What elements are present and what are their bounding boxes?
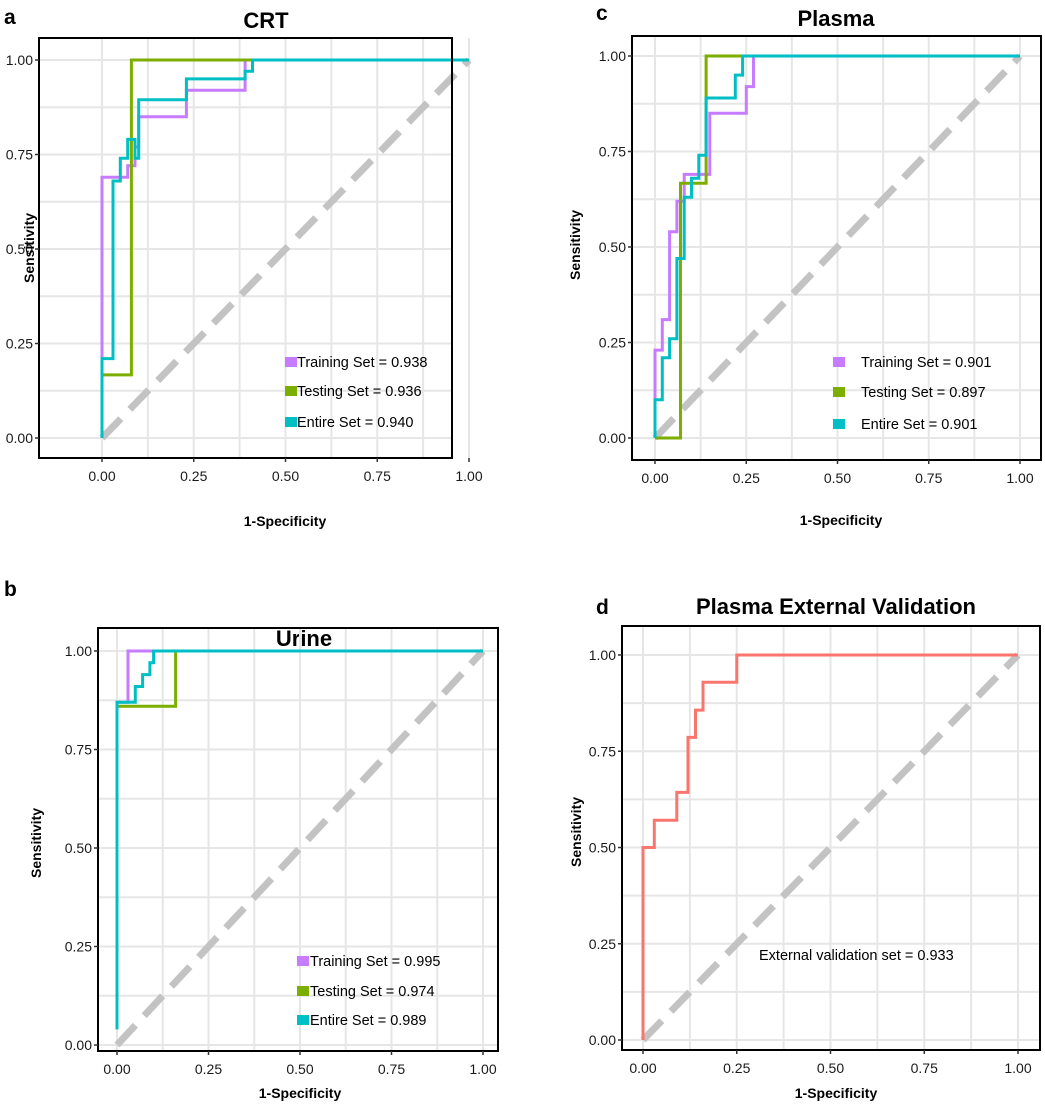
y-tick-label: 0.25 [65,939,92,955]
x-tick-label: 0.00 [88,468,115,484]
legend-swatch [285,386,297,396]
legend-swatch [833,387,845,397]
legend-entry: Entire Set = 0.901 [861,417,977,433]
roc-curve-entire-set [653,54,1020,438]
y-tick-label: 0.75 [599,144,626,160]
x-tick-label: 1.00 [1006,470,1033,486]
y-tick-label: 0.00 [6,430,33,446]
y-tick-label: 1.00 [6,52,33,68]
x-tick-label: 0.25 [733,470,760,486]
y-tick-label: 0.50 [6,241,33,257]
x-tick-label: 0.00 [103,1061,130,1077]
panel-d: d Plasma External Validation 0.00 0.25 0.50 0… [568,594,1041,1101]
reference-diagonal [652,53,1023,441]
reference-diagonal [640,652,1021,1043]
legend-swatch [833,357,845,367]
y-tick-label: 0.75 [65,742,92,758]
y-axis-label: Sensitivity [568,797,584,867]
panel-letter: a [4,6,16,29]
y-tick-label: 0.50 [599,239,626,255]
roc-curve-entire-set [100,58,469,438]
legend-entry: Entire Set = 0.989 [310,1013,426,1029]
x-axis-label: 1-Specificity [795,1085,878,1101]
y-tick-label: 0.25 [6,336,33,352]
panel-letter: d [596,596,609,619]
chart-title: CRT [243,8,289,33]
chart-title: Plasma [797,6,875,31]
legend-entry: Testing Set = 0.897 [861,385,986,401]
chart-title: Plasma External Validation [696,594,976,619]
legend-swatch [285,417,297,427]
reference-diagonal [99,57,472,441]
legend-entry: Training Set = 0.901 [861,355,991,371]
legend: Training Set = 0.995 Testing Set = 0.974 E… [297,954,440,1029]
panel-a: a CRT 0.00 0.25 0.50 0.75 1.00 0.00 0.25 0.50 0.75… [4,6,483,529]
y-tick-label: 0.75 [589,743,616,759]
x-tick-label: 0.00 [641,470,668,486]
legend-swatch [297,1015,309,1025]
x-tick-label: 0.50 [817,1060,844,1076]
x-tick-label: 1.00 [455,468,482,484]
x-tick-label: 0.25 [723,1060,750,1076]
legend-entry: Training Set = 0.938 [297,355,427,371]
x-tick-label: 0.50 [824,470,851,486]
reference-diagonal [114,648,486,1048]
y-tick-label: 1.00 [65,643,92,659]
x-axis-label: 1-Specificity [259,1085,342,1101]
legend-entry: Testing Set = 0.974 [310,984,435,1000]
legend: External validation set = 0.933 [759,948,954,964]
panel-letter: c [596,2,608,25]
roc-curve-entire-set [115,649,483,1030]
x-tick-label: 0.75 [378,1061,405,1077]
y-axis-label: Sensitivity [567,210,583,280]
panel-b: b Urine 0.00 0.25 0.50 0.75 1.00 0.00 0.25 0.50 0.… [4,578,499,1101]
y-tick-label: 0.00 [589,1032,616,1048]
plot-frame [97,627,499,1052]
plot-frame [38,37,453,459]
plot-frame [631,35,1042,461]
y-axis-label: Sensitivity [21,213,37,283]
x-tick-label: 0.25 [180,468,207,484]
x-tick-label: 0.75 [915,470,942,486]
grid [622,626,1040,1050]
y-tick-label: 1.00 [599,48,626,64]
panel-letter: b [4,578,17,601]
legend: Training Set = 0.901 Testing Set = 0.897 E… [833,355,991,433]
roc-curve-external-validation-set [641,653,1018,1040]
legend-swatch [297,986,309,996]
y-tick-label: 0.00 [65,1037,92,1053]
x-tick-label: 0.25 [195,1061,222,1077]
y-axis-label: Sensitivity [28,808,44,878]
legend: Training Set = 0.938 Testing Set = 0.936 E… [285,355,427,431]
legend-entry: Training Set = 0.995 [310,954,440,970]
x-axis-label: 1-Specificity [800,512,883,528]
legend-entry: Entire Set = 0.940 [297,415,413,431]
roc-curve-training-set [653,54,1020,438]
y-tick-label: 0.50 [65,840,92,856]
y-tick-label: 0.50 [589,840,616,856]
legend-swatch [285,357,297,367]
y-tick-label: 0.25 [589,936,616,952]
panel-c: c Plasma 0.00 0.25 0.50 0.75 1.00 0.00 0.25 0.50 0… [567,2,1042,528]
chart-title: Urine [276,626,332,651]
legend-entry: External validation set = 0.933 [759,948,954,964]
legend-swatch [297,956,309,966]
y-tick-label: 0.25 [599,335,626,351]
x-tick-label: 1.00 [469,1061,496,1077]
x-tick-label: 0.50 [286,1061,313,1077]
x-tick-label: 0.75 [364,468,391,484]
y-tick-label: 1.00 [589,647,616,663]
x-tick-label: 0.50 [272,468,299,484]
x-tick-label: 0.75 [911,1060,938,1076]
y-tick-label: 0.00 [599,430,626,446]
x-tick-label: 1.00 [1004,1060,1031,1076]
legend-swatch [833,419,845,429]
y-tick-label: 0.75 [6,147,33,163]
legend-entry: Testing Set = 0.936 [297,384,422,400]
grid [98,628,498,1051]
x-tick-label: 0.00 [629,1060,656,1076]
x-axis-label: 1-Specificity [244,513,327,529]
